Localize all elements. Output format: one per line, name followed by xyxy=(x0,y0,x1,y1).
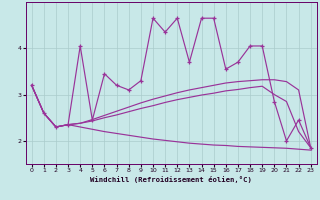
X-axis label: Windchill (Refroidissement éolien,°C): Windchill (Refroidissement éolien,°C) xyxy=(90,176,252,183)
